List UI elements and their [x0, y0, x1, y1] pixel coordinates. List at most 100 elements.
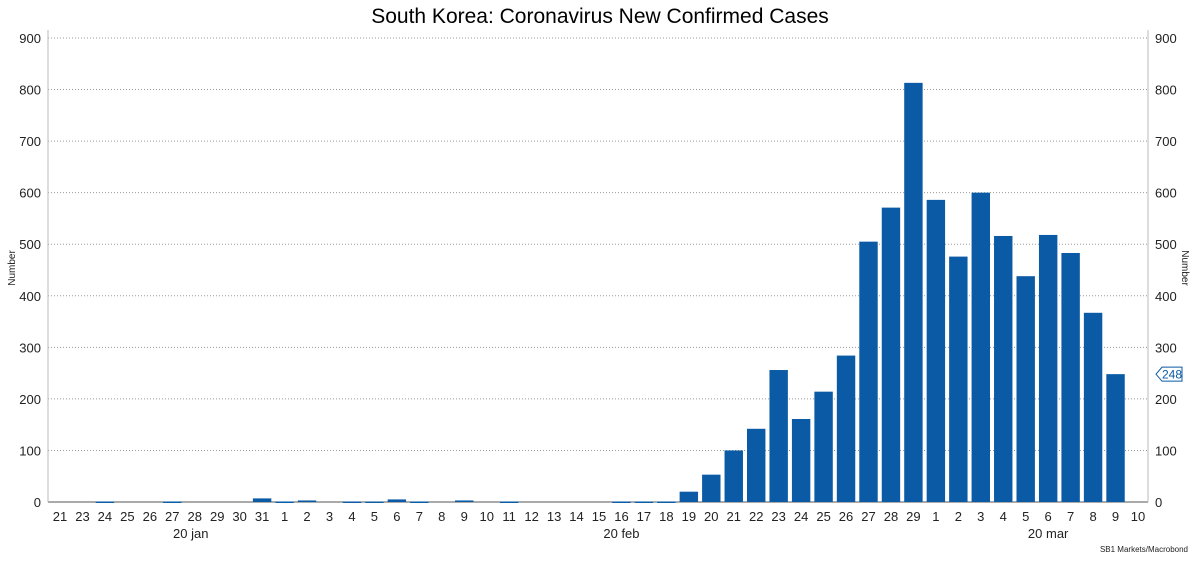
- bar: [679, 491, 699, 502]
- x-tick-label: 27: [861, 509, 875, 524]
- y-tick-label-right: 100: [1155, 443, 1177, 458]
- bar: [769, 370, 788, 502]
- x-tick-label: 22: [749, 509, 763, 524]
- x-tick-label: 15: [592, 509, 606, 524]
- x-tick-label: 6: [1045, 509, 1052, 524]
- x-tick-label: 3: [977, 509, 984, 524]
- y-tick-label-right: 900: [1155, 31, 1177, 46]
- y-tick-label-left: 100: [19, 443, 41, 458]
- callout-box: [1155, 366, 1183, 382]
- x-tick-label: 6: [393, 509, 400, 524]
- y-tick-label-right: 400: [1155, 289, 1177, 304]
- x-tick-label: 16: [614, 509, 628, 524]
- bar: [612, 501, 631, 503]
- bar: [1016, 276, 1035, 502]
- x-tick-label: 9: [461, 509, 468, 524]
- bars: [95, 82, 1125, 503]
- chart-title: South Korea: Coronavirus New Confirmed C…: [371, 5, 829, 28]
- bar: [926, 199, 946, 502]
- y-tick-label-right: 800: [1155, 83, 1177, 98]
- bar: [1083, 312, 1103, 502]
- bar: [634, 501, 654, 503]
- bar: [95, 501, 115, 503]
- x-tick-label: 24: [98, 509, 112, 524]
- bar: [881, 207, 901, 502]
- month-label: 20 feb: [603, 526, 639, 541]
- last-value-label: 248: [1162, 368, 1182, 382]
- x-tick-label: 18: [659, 509, 673, 524]
- bar: [791, 418, 811, 502]
- x-tick-label: 10: [1131, 509, 1145, 524]
- y-axis-right-ticks: 0 100 200 300 400 500 600 700 800 900: [1155, 31, 1177, 510]
- y-tick-label-left: 900: [19, 31, 41, 46]
- y-tick-label-left: 500: [19, 237, 41, 252]
- x-tick-label: 24: [794, 509, 808, 524]
- source-note: SB1 Markets/Macrobond: [1100, 545, 1188, 554]
- x-tick-label: 27: [165, 509, 179, 524]
- y-tick-label-left: 0: [34, 495, 41, 510]
- y-tick-label-right: 200: [1155, 392, 1177, 407]
- bar: [724, 450, 743, 502]
- x-tick-label: 5: [371, 509, 378, 524]
- y-tick-label-right: 500: [1155, 237, 1177, 252]
- bar: [1106, 374, 1125, 502]
- x-tick-label: 21: [53, 509, 67, 524]
- x-tick-label: 4: [348, 509, 355, 524]
- month-label: 20 mar: [1028, 526, 1069, 541]
- x-tick-label: 31: [255, 509, 269, 524]
- y-axis-left-ticks: 0 100 200 300 400 500 600 700 800 900: [19, 31, 41, 510]
- y-tick-label-left: 800: [19, 83, 41, 98]
- x-tick-label: 1: [932, 509, 939, 524]
- bar: [252, 498, 272, 502]
- x-tick-label: 14: [569, 509, 583, 524]
- x-axis-ticks: 21 23 24 25 26 27 28 29 30 31 1 2 3 4 5 6 7 8 9 10 11 12 13 14 1…: [53, 509, 1145, 524]
- y-tick-label-right: 700: [1155, 134, 1177, 149]
- x-tick-label: 19: [682, 509, 696, 524]
- bar: [904, 82, 923, 502]
- y-tick-label-left: 700: [19, 134, 41, 149]
- x-tick-label: 28: [188, 509, 202, 524]
- y-tick-label-left: 300: [19, 340, 41, 355]
- y-tick-label-right: 600: [1155, 186, 1177, 201]
- x-tick-label: 17: [637, 509, 651, 524]
- y-tick-label-left: 400: [19, 289, 41, 304]
- x-tick-label: 26: [839, 509, 853, 524]
- x-tick-label: 23: [75, 509, 89, 524]
- x-tick-label: 13: [547, 509, 561, 524]
- x-tick-label: 30: [232, 509, 246, 524]
- x-tick-label: 21: [727, 509, 741, 524]
- bar: [836, 355, 856, 502]
- bar: [657, 501, 676, 503]
- x-tick-label: 2: [955, 509, 962, 524]
- bar: [1038, 234, 1058, 503]
- bar: [702, 474, 721, 502]
- bar: [949, 256, 968, 502]
- x-tick-label: 3: [326, 509, 333, 524]
- bar: [297, 500, 317, 502]
- x-tick-label: 29: [906, 509, 920, 524]
- x-tick-label: 28: [884, 509, 898, 524]
- y-tick-label-left: 600: [19, 186, 41, 201]
- bar: [859, 241, 878, 502]
- bar: [275, 501, 294, 503]
- y-tick-label-right: 0: [1155, 495, 1162, 510]
- bar: [814, 391, 833, 502]
- bar: [342, 501, 362, 503]
- y-tick-label-left: 200: [19, 392, 41, 407]
- x-tick-label: 25: [120, 509, 134, 524]
- x-tick-label: 7: [1067, 509, 1074, 524]
- month-labels: 20 jan 20 feb 20 mar: [173, 526, 1069, 541]
- x-tick-label: 8: [438, 509, 445, 524]
- x-tick-label: 1: [281, 509, 288, 524]
- bar: [971, 192, 990, 502]
- bar: [387, 499, 407, 502]
- x-tick-label: 5: [1022, 509, 1029, 524]
- x-tick-label: 7: [416, 509, 423, 524]
- bar: [455, 500, 474, 502]
- bar: [747, 428, 766, 502]
- bar: [499, 501, 519, 503]
- x-tick-label: 2: [303, 509, 310, 524]
- x-tick-label: 11: [502, 509, 516, 524]
- bar: [410, 501, 429, 503]
